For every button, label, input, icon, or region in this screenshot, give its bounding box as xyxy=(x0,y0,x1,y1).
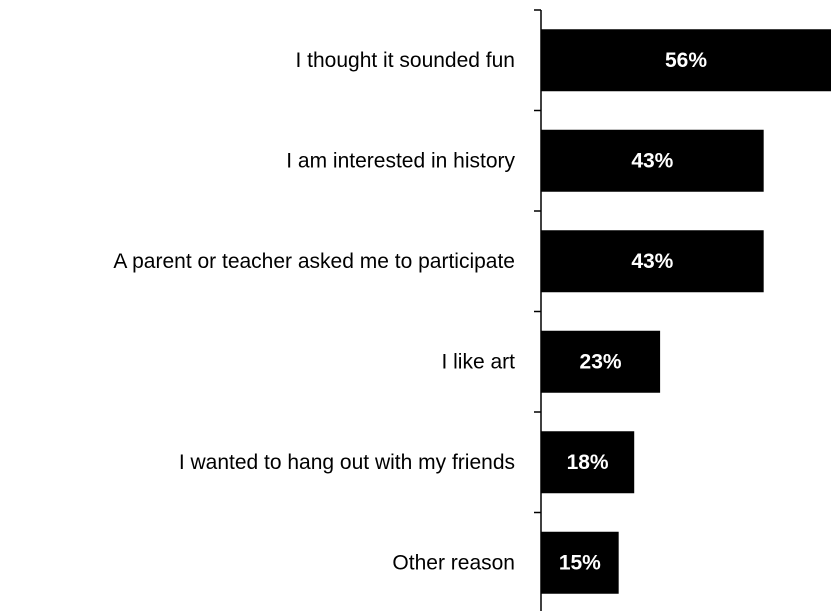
category-labels-group: I thought it sounded fun I am interested … xyxy=(113,49,515,575)
category-label: A parent or teacher asked me to particip… xyxy=(113,250,515,273)
value-label: 18% xyxy=(567,451,609,474)
axis-ticks xyxy=(534,9,541,514)
category-label: I wanted to hang out with my friends xyxy=(179,451,515,474)
value-labels-group: 56% 43% 43% 23% 18% 15% xyxy=(559,49,708,575)
value-label: 23% xyxy=(580,350,622,373)
bar xyxy=(541,431,635,494)
bar xyxy=(541,531,619,594)
value-label: 15% xyxy=(559,551,601,574)
value-label: 43% xyxy=(631,149,673,172)
bar xyxy=(541,230,764,293)
category-label: I am interested in history xyxy=(286,149,515,172)
value-label: 56% xyxy=(665,49,707,72)
bar xyxy=(541,330,661,393)
bars-group xyxy=(541,29,831,594)
category-label: I like art xyxy=(441,350,515,373)
value-label: 43% xyxy=(631,250,673,273)
category-label: Other reason xyxy=(392,551,515,574)
bar xyxy=(541,29,831,92)
category-label: I thought it sounded fun xyxy=(295,49,515,72)
bar xyxy=(541,129,764,192)
